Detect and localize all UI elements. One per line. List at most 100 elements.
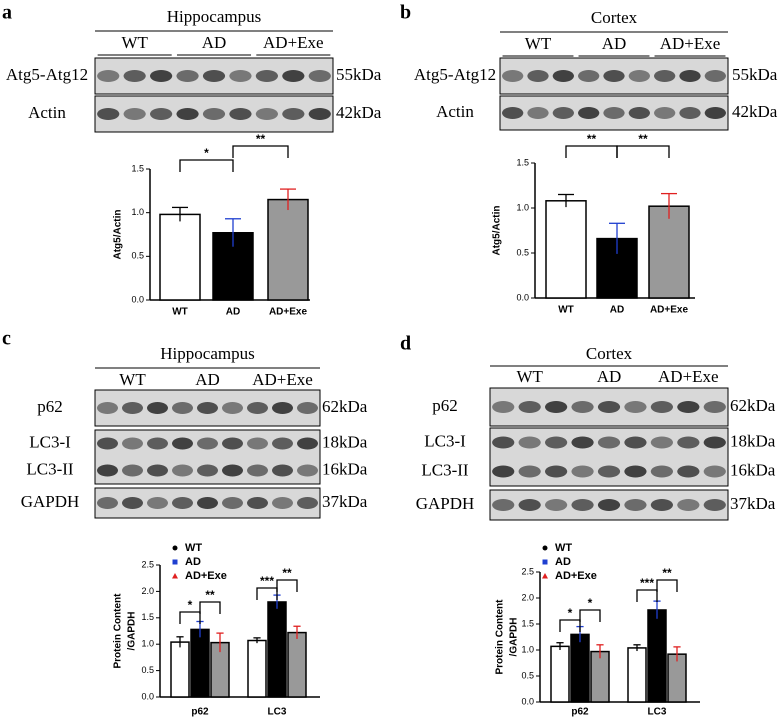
x-tick-label: WT <box>172 307 188 318</box>
y-tick-label: 1.5 <box>141 612 154 622</box>
y-tick-label: 1.5 <box>516 157 529 167</box>
blot-band <box>571 436 594 449</box>
significance-label: * <box>204 146 209 160</box>
y-axis-label: Atg5/Actin <box>492 206 503 256</box>
band-label: Atg5-Atg12 <box>414 65 496 84</box>
blot-band <box>197 402 218 414</box>
x-tick-label: LC3 <box>648 707 667 718</box>
significance-bracket <box>636 589 658 602</box>
band-size: 42kDa <box>336 103 382 122</box>
band-size: 62kDa <box>322 397 368 416</box>
band-label: LC3-II <box>26 459 74 478</box>
y-tick-label: 1.0 <box>516 202 529 212</box>
legend-marker <box>172 559 178 565</box>
group-label: WT <box>516 367 543 386</box>
blot-band <box>150 108 173 120</box>
blot-band <box>527 70 549 82</box>
legend-marker <box>542 545 548 551</box>
y-tick-label: 2.0 <box>521 592 534 602</box>
blot-band <box>603 107 625 119</box>
blot-band <box>122 464 143 477</box>
blot-band <box>624 401 647 413</box>
legend-label: AD+Exe <box>185 570 227 582</box>
y-tick-label: 1.5 <box>131 163 144 173</box>
blot-band <box>703 401 726 413</box>
blot-band <box>545 499 568 511</box>
bar <box>190 628 210 698</box>
blot-band <box>308 108 331 120</box>
blot-band <box>545 436 568 449</box>
blot-band <box>571 499 594 511</box>
band-size: 18kDa <box>730 431 776 450</box>
blot-band <box>518 465 541 478</box>
y-axis-label: Protein Content <box>113 593 124 669</box>
blot-band <box>97 437 118 450</box>
y-tick-label: 0.0 <box>131 294 144 304</box>
significance-label: ** <box>587 132 597 146</box>
x-tick-label: WT <box>558 305 574 316</box>
blot-band <box>255 108 278 120</box>
blot-band <box>527 107 549 119</box>
panel-letter: c <box>2 328 11 350</box>
blot-band <box>255 70 278 82</box>
y-tick-label: 2.0 <box>141 586 154 596</box>
y-axis-label: Atg5/Actin <box>113 210 124 260</box>
band-label: Atg5-Atg12 <box>6 65 88 84</box>
significance-label: *** <box>260 574 274 588</box>
blot-band <box>308 70 331 82</box>
band-label: p62 <box>37 397 63 416</box>
band-size: 18kDa <box>322 432 368 451</box>
blot-band <box>202 108 226 120</box>
y-tick-label: 2.5 <box>521 566 534 576</box>
blot-band <box>272 464 293 477</box>
y-tick-label: 0.0 <box>141 691 154 701</box>
blot-band <box>222 402 243 414</box>
bar <box>648 205 690 299</box>
group-label: AD+Exe <box>263 33 324 52</box>
blot-band <box>282 108 305 120</box>
group-label: AD <box>597 367 622 386</box>
y-tick-label: 1.0 <box>131 207 144 217</box>
band-size: 55kDa <box>336 65 382 84</box>
legend-marker <box>172 545 178 551</box>
panel-letter: b <box>400 2 411 24</box>
band-label: GAPDH <box>416 494 475 513</box>
x-tick-label: p62 <box>191 707 209 718</box>
x-tick-label: AD+Exe <box>650 305 689 316</box>
significance-bracket <box>656 579 678 592</box>
significance-label: ** <box>205 588 215 602</box>
blot-band <box>297 437 318 450</box>
significance-bracket <box>179 159 234 172</box>
significance-label: * <box>188 598 193 612</box>
blot-band <box>650 465 673 478</box>
y-tick-label: 0.5 <box>521 670 534 680</box>
blot-band <box>597 499 621 511</box>
blot-band <box>172 437 193 450</box>
blot-band <box>703 465 726 478</box>
blot-band <box>123 108 146 120</box>
blot-band <box>222 464 243 477</box>
blot-band <box>703 436 726 449</box>
blot-band <box>122 402 143 414</box>
blot-band <box>172 402 193 414</box>
blot-band <box>122 497 143 509</box>
band-size: 16kDa <box>322 459 368 478</box>
band-label: LC3-II <box>421 460 469 479</box>
significance-label: ** <box>662 566 672 580</box>
x-tick-label: AD <box>226 307 240 318</box>
y-tick-label: 0.0 <box>521 696 534 706</box>
y-tick-label: 1.0 <box>521 644 534 654</box>
blot-band <box>650 499 673 511</box>
blot-band <box>97 108 120 120</box>
blot-band <box>518 499 541 511</box>
blot-band <box>97 402 118 414</box>
blot-band <box>677 436 700 449</box>
legend-label: AD <box>185 556 201 568</box>
blot-band <box>624 465 647 478</box>
panel-letter: a <box>2 2 12 24</box>
blot-band <box>679 70 701 82</box>
band-label: GAPDH <box>21 492 80 511</box>
blot-band <box>624 499 647 511</box>
blot-band <box>222 437 243 450</box>
blot-band <box>502 107 524 119</box>
